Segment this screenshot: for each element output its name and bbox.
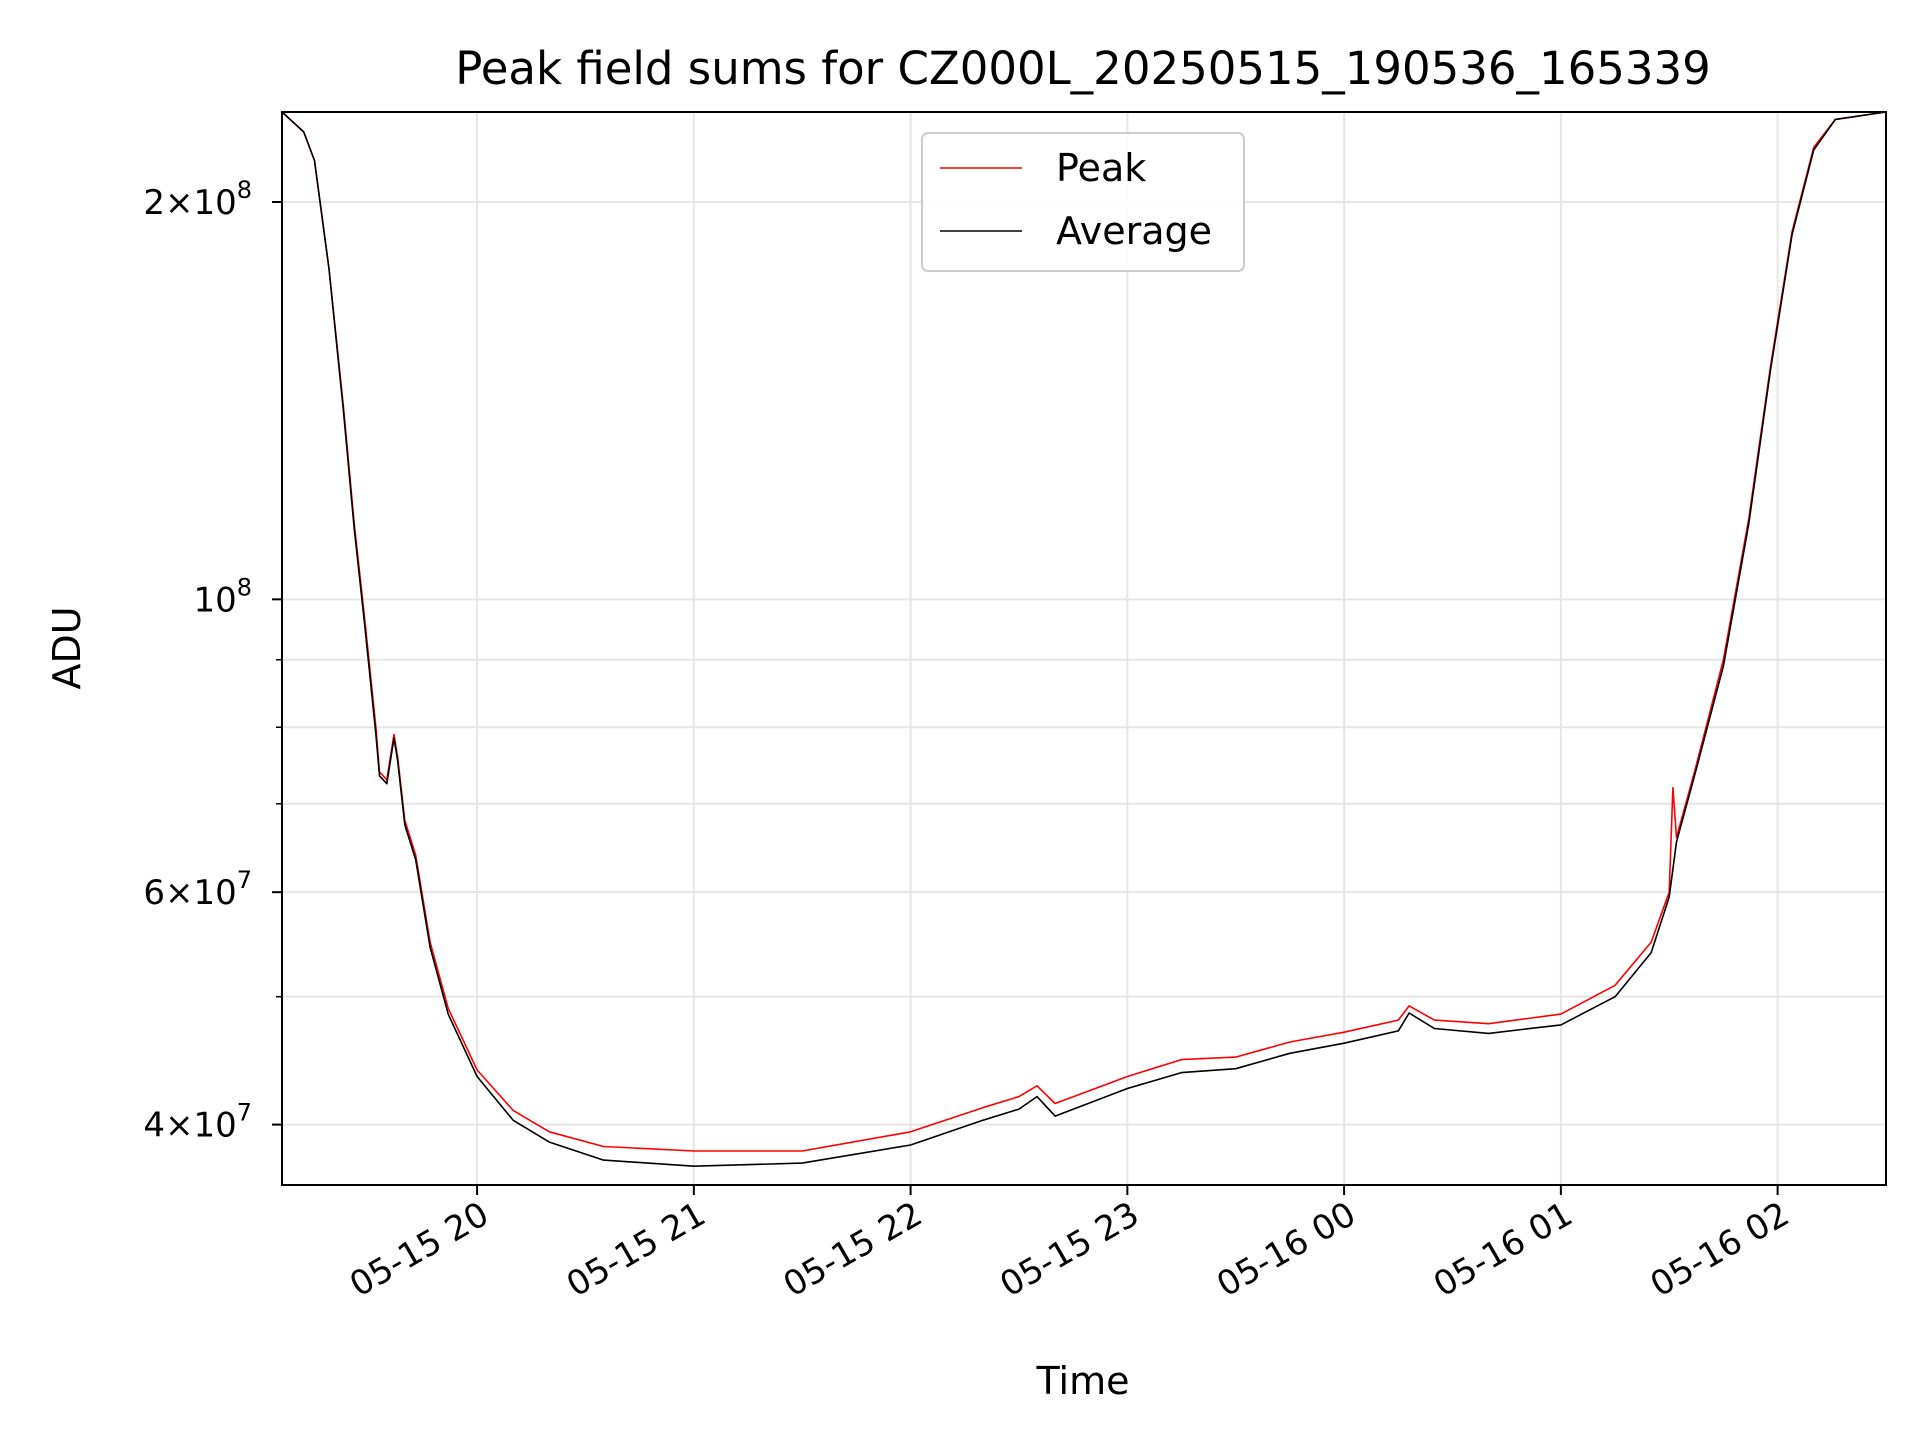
legend-label-peak: Peak	[1056, 146, 1146, 190]
series-line-average	[282, 112, 1886, 1167]
y-axis: 4×107 6×107 108 2×108	[143, 176, 282, 1146]
series-layer	[282, 112, 1886, 1167]
x-axis-label: Time	[1036, 1359, 1130, 1403]
plot-frame	[281, 111, 1887, 1186]
y-tick-label: 2×108	[143, 176, 252, 223]
y-axis-label: ADU	[45, 606, 89, 689]
y-tick-label: 108	[193, 573, 252, 620]
y-tick-label: 4×107	[143, 1099, 252, 1146]
y-tick-label: 6×107	[143, 866, 252, 913]
chart-title: Peak field sums for CZ000L_20250515_1905…	[455, 42, 1711, 95]
legend-label-average: Average	[1056, 209, 1212, 253]
legend: Peak Average	[921, 132, 1245, 272]
series-line-peak	[282, 112, 1886, 1152]
